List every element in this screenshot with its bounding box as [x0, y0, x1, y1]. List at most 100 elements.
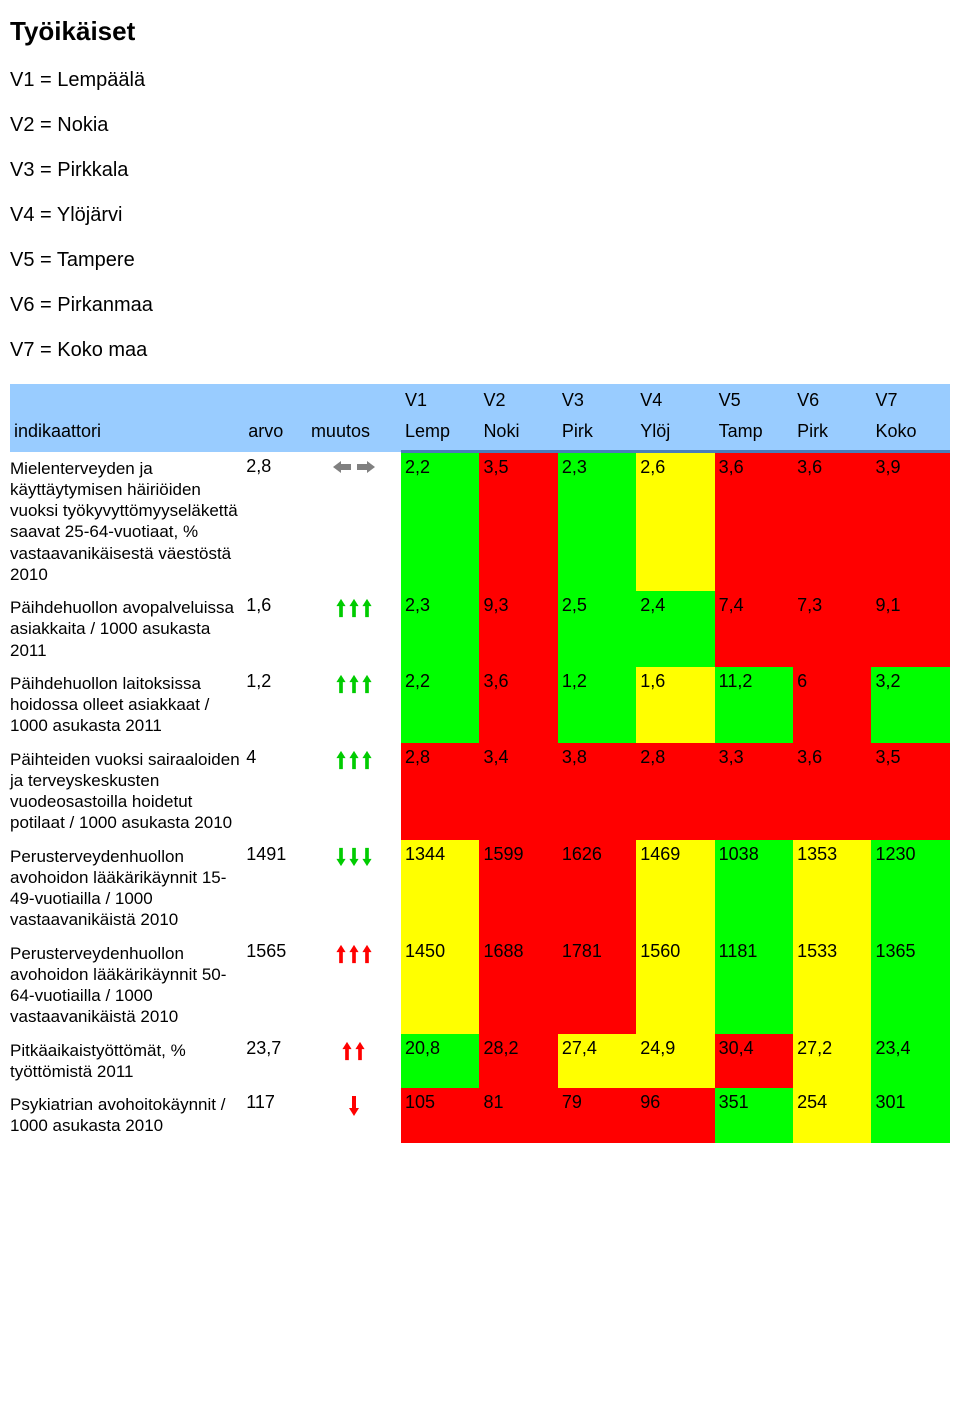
table-row: Psykiatrian avohoitokäynnit / 1000 asuka…	[10, 1088, 950, 1143]
value-cell: 3,9	[871, 452, 950, 592]
value-cell: 351	[715, 1088, 793, 1143]
value-cell: 3,6	[479, 667, 557, 743]
col-v2-bot: Noki	[479, 421, 557, 452]
value-cell: 2,2	[401, 452, 479, 592]
indicator-cell: Päihteiden vuoksi sairaaloiden ja tervey…	[10, 743, 244, 840]
flat-arrows-icon	[333, 460, 375, 474]
indicator-cell: Pitkäaikaistyöttömät, % työttömistä 2011	[10, 1034, 244, 1089]
table-row: Päihdehuollon avopalveluissa asiakkaita …	[10, 591, 950, 667]
arvo-cell: 2,8	[244, 452, 307, 592]
value-cell: 2,3	[558, 452, 636, 592]
legend-line: V2 = Nokia	[10, 114, 950, 137]
muutos-cell	[307, 937, 401, 1034]
value-cell: 2,2	[401, 667, 479, 743]
table-row: Päihteiden vuoksi sairaaloiden ja tervey…	[10, 743, 950, 840]
table-header: indikaattori arvo muutos V1 V2 V3 V4 V5 …	[10, 384, 950, 452]
value-cell: 1533	[793, 937, 871, 1034]
value-cell: 1626	[558, 840, 636, 937]
value-cell: 254	[793, 1088, 871, 1143]
value-cell: 3,8	[558, 743, 636, 840]
value-cell: 1688	[479, 937, 557, 1034]
muutos-cell	[307, 591, 401, 667]
arvo-cell: 1,6	[244, 591, 307, 667]
value-cell: 1230	[871, 840, 950, 937]
value-cell: 3,5	[871, 743, 950, 840]
arrows-3up-icon	[335, 943, 373, 965]
muutos-cell	[307, 840, 401, 937]
value-cell: 2,4	[636, 591, 714, 667]
table-row: Perusterveydenhuollon avohoidon lääkärik…	[10, 840, 950, 937]
value-cell: 30,4	[715, 1034, 793, 1089]
value-cell: 1038	[715, 840, 793, 937]
arvo-cell: 117	[244, 1088, 307, 1143]
table-body: Mielenterveyden ja käyttäytymisen häiriö…	[10, 452, 950, 1143]
arrow-down-icon	[348, 1094, 360, 1118]
value-cell: 79	[558, 1088, 636, 1143]
value-cell: 3,3	[715, 743, 793, 840]
value-cell: 81	[479, 1088, 557, 1143]
col-indikaattori: indikaattori	[10, 384, 244, 452]
data-table: indikaattori arvo muutos V1 V2 V3 V4 V5 …	[10, 384, 950, 1143]
value-cell: 23,4	[871, 1034, 950, 1089]
value-cell: 2,8	[401, 743, 479, 840]
muutos-cell	[307, 1034, 401, 1089]
value-cell: 3,6	[793, 743, 871, 840]
indicator-cell: Perusterveydenhuollon avohoidon lääkärik…	[10, 937, 244, 1034]
indicator-cell: Päihdehuollon laitoksissa hoidossa ollee…	[10, 667, 244, 743]
value-cell: 1353	[793, 840, 871, 937]
value-cell: 1560	[636, 937, 714, 1034]
col-v7-bot: Koko	[871, 421, 950, 452]
legend-block: V1 = Lempäälä V2 = Nokia V3 = Pirkkala V…	[10, 69, 950, 362]
indicator-cell: Päihdehuollon avopalveluissa asiakkaita …	[10, 591, 244, 667]
col-v6-bot: Pirk	[793, 421, 871, 452]
arvo-cell: 1565	[244, 937, 307, 1034]
legend-line: V3 = Pirkkala	[10, 159, 950, 182]
col-v5-bot: Tamp	[715, 421, 793, 452]
indicator-cell: Psykiatrian avohoitokäynnit / 1000 asuka…	[10, 1088, 244, 1143]
arvo-cell: 23,7	[244, 1034, 307, 1089]
arvo-cell: 1,2	[244, 667, 307, 743]
value-cell: 3,2	[871, 667, 950, 743]
col-v7-top: V7	[871, 384, 950, 421]
value-cell: 9,3	[479, 591, 557, 667]
arvo-cell: 1491	[244, 840, 307, 937]
arrows-3up-icon	[335, 597, 373, 619]
value-cell: 1,2	[558, 667, 636, 743]
value-cell: 1344	[401, 840, 479, 937]
value-cell: 3,4	[479, 743, 557, 840]
value-cell: 11,2	[715, 667, 793, 743]
legend-line: V7 = Koko maa	[10, 339, 950, 362]
value-cell: 1599	[479, 840, 557, 937]
arrows-3up-icon	[335, 673, 373, 695]
value-cell: 2,3	[401, 591, 479, 667]
value-cell: 7,3	[793, 591, 871, 667]
value-cell: 24,9	[636, 1034, 714, 1089]
value-cell: 3,6	[715, 452, 793, 592]
value-cell: 2,8	[636, 743, 714, 840]
value-cell: 1450	[401, 937, 479, 1034]
value-cell: 27,4	[558, 1034, 636, 1089]
value-cell: 1781	[558, 937, 636, 1034]
value-cell: 27,2	[793, 1034, 871, 1089]
muutos-cell	[307, 667, 401, 743]
value-cell: 3,6	[793, 452, 871, 592]
legend-line: V1 = Lempäälä	[10, 69, 950, 92]
muutos-cell	[307, 743, 401, 840]
legend-line: V5 = Tampere	[10, 249, 950, 272]
value-cell: 2,5	[558, 591, 636, 667]
value-cell: 7,4	[715, 591, 793, 667]
col-v6-top: V6	[793, 384, 871, 421]
arvo-cell: 4	[244, 743, 307, 840]
arrows-3up-icon	[335, 749, 373, 771]
table-row: Pitkäaikaistyöttömät, % työttömistä 2011…	[10, 1034, 950, 1089]
col-v5-top: V5	[715, 384, 793, 421]
col-v1-bot: Lemp	[401, 421, 479, 452]
value-cell: 9,1	[871, 591, 950, 667]
col-v4-top: V4	[636, 384, 714, 421]
value-cell: 1181	[715, 937, 793, 1034]
value-cell: 3,5	[479, 452, 557, 592]
value-cell: 1,6	[636, 667, 714, 743]
value-cell: 28,2	[479, 1034, 557, 1089]
col-v3-bot: Pirk	[558, 421, 636, 452]
col-v2-top: V2	[479, 384, 557, 421]
